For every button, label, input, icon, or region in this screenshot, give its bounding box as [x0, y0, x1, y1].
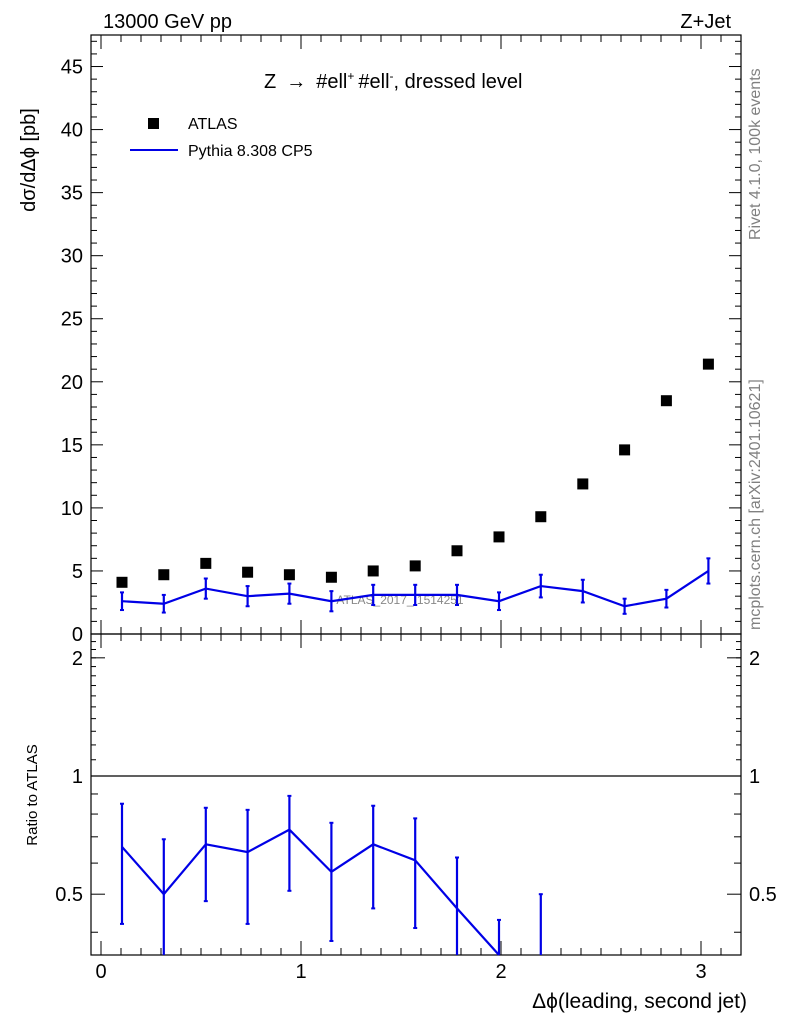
main-y-tick-label: 0 [72, 624, 83, 646]
ratio-y-axis-title: Ratio to ATLAS [24, 744, 41, 845]
atlas-data-point [200, 557, 212, 569]
atlas-data-point [325, 571, 337, 583]
rivet-version-label: Rivet 4.1.0, 100k events [747, 68, 764, 240]
main-y-tick-label: 40 [61, 120, 83, 142]
legend-data-marker [148, 118, 159, 129]
main-y-tick-label: 30 [61, 246, 83, 268]
legend: ATLAS Pythia 8.308 CP5 [130, 116, 313, 160]
atlas-data-point [619, 444, 631, 456]
main-x-ticks [100, 35, 742, 634]
ratio-y-tick-label: 2 [72, 648, 83, 670]
data-series [116, 358, 714, 588]
ratio-y-tick-label-right: 1 [749, 766, 760, 788]
mcplots-reference-label: mcplots.cern.ch [arXiv:2401.10621] [747, 379, 764, 630]
x-tick-label: 2 [495, 961, 506, 983]
x-tick-label: 0 [95, 961, 106, 983]
ratio-y-tick-label-right: 0.5 [749, 884, 777, 906]
atlas-data-point [242, 566, 254, 578]
main-y-tick-label: 35 [61, 183, 83, 205]
beam-energy-label: 13000 GeV pp [103, 11, 232, 33]
ratio-y-tick-label: 0.5 [55, 884, 83, 906]
atlas-data-point [577, 478, 589, 490]
ratio-series [120, 794, 543, 956]
process-label: Z+Jet [680, 11, 731, 33]
atlas-data-point [158, 569, 170, 581]
x-axis-title: Δϕ(leading, second jet) [532, 990, 747, 1013]
plot-title: Z → #ell+ #ell-, dressed level [264, 69, 522, 93]
ratio-y-tick-label-right: 2 [749, 648, 760, 670]
atlas-data-point [451, 545, 463, 557]
main-y-tick-label: 45 [61, 57, 83, 79]
main-y-tick-label: 25 [61, 309, 83, 331]
ratio-panel: 0.5 0.5 1 1 2 2 0 1 2 3 [55, 633, 777, 983]
atlas-data-point [283, 569, 295, 581]
ratio-x-ticks: 0 1 2 3 [95, 634, 742, 983]
ratio-plot-frame [90, 633, 742, 956]
atlas-data-point [535, 511, 547, 523]
ratio-line [121, 828, 500, 956]
atlas-data-point [116, 576, 128, 588]
ratio-y-tick-label: 1 [72, 766, 83, 788]
main-y-tick-label: 20 [61, 372, 83, 394]
main-y-ticks: 0 5 10 15 20 25 30 35 40 45 [61, 40, 741, 646]
atlas-data-point [702, 358, 714, 370]
atlas-data-point [367, 565, 379, 577]
x-tick-label: 3 [695, 961, 706, 983]
mc-series [120, 557, 711, 615]
main-y-axis-title: dσ/dΔϕ [pb] [18, 108, 40, 212]
legend-mc-label: Pythia 8.308 CP5 [188, 143, 313, 160]
atlas-data-point [660, 395, 672, 407]
atlas-data-point [409, 560, 421, 572]
main-y-tick-label: 10 [61, 498, 83, 520]
atlas-data-point [493, 531, 505, 543]
main-y-tick-label: 5 [72, 561, 83, 583]
x-tick-label: 1 [295, 961, 306, 983]
legend-data-label: ATLAS [188, 116, 238, 133]
main-y-tick-label: 15 [61, 435, 83, 457]
